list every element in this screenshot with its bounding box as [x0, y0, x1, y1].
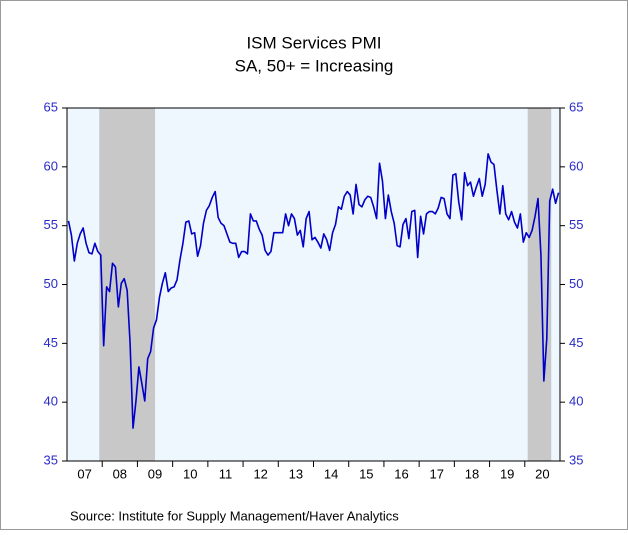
x-tick-label: 14	[324, 466, 338, 481]
y2-tick-label: 60	[569, 158, 583, 173]
x-tick-label: 17	[430, 466, 444, 481]
x-tick-label: 12	[253, 466, 267, 481]
x-tick-label: 19	[500, 466, 514, 481]
y-tick-label: 60	[44, 158, 58, 173]
chart-subtitle: SA, 50+ = Increasing	[235, 56, 394, 75]
x-tick-label: 15	[359, 466, 373, 481]
x-tick-label: 20	[535, 466, 549, 481]
y2-tick-label: 50	[569, 276, 583, 291]
y2-tick-label: 55	[569, 217, 583, 232]
x-tick-label: 18	[465, 466, 479, 481]
recession-shade	[99, 108, 156, 461]
x-tick-label: 16	[394, 466, 408, 481]
x-tick-label: 13	[289, 466, 303, 481]
y2-tick-label: 45	[569, 335, 583, 350]
chart-title: ISM Services PMI	[246, 33, 381, 52]
y2-tick-label: 35	[569, 452, 583, 467]
y2-tick-label: 40	[569, 394, 583, 409]
x-tick-label: 09	[148, 466, 162, 481]
y-tick-label: 45	[44, 335, 58, 350]
pmi-line	[67, 153, 560, 429]
y-tick-label: 55	[44, 217, 58, 232]
source-note: Source: Institute for Supply Management/…	[70, 508, 399, 523]
y-tick-label: 35	[44, 452, 58, 467]
x-tick-label: 10	[183, 466, 197, 481]
x-tick-label: 07	[77, 466, 91, 481]
y-tick-label: 65	[44, 99, 58, 114]
x-tick-label: 11	[219, 466, 233, 481]
y-tick-label: 40	[44, 394, 58, 409]
y-tick-label: 50	[44, 276, 58, 291]
x-tick-label: 08	[113, 466, 127, 481]
y2-tick-label: 65	[569, 99, 583, 114]
recession-shade	[527, 108, 552, 461]
